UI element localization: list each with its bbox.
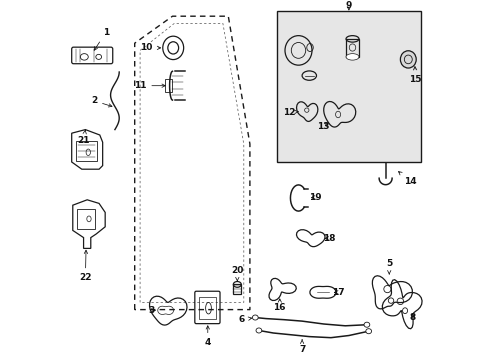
Text: 5: 5 [386,259,391,274]
Text: 19: 19 [309,193,322,202]
Text: 3: 3 [148,306,155,315]
Text: 18: 18 [323,234,335,243]
Text: 20: 20 [231,266,243,281]
Bar [165,79,172,92]
Text: 17: 17 [331,288,344,297]
Text: 7: 7 [298,340,305,354]
Text: 10: 10 [140,43,160,52]
Text: 1: 1 [94,28,109,50]
Bar [77,209,95,229]
Text: 14: 14 [398,172,416,186]
Text: 21: 21 [77,130,90,145]
Text: 9: 9 [345,1,351,10]
Text: 11: 11 [134,81,165,90]
Bar [276,11,420,162]
Ellipse shape [363,322,369,327]
Ellipse shape [365,329,371,334]
Text: 22: 22 [79,250,91,282]
Ellipse shape [252,315,258,320]
Ellipse shape [346,54,358,60]
Bar [233,284,241,294]
Ellipse shape [400,51,415,68]
Text: 12: 12 [283,108,298,117]
Text: 6: 6 [238,315,251,324]
Ellipse shape [256,328,261,333]
Bar [76,141,97,161]
Text: 13: 13 [316,122,328,131]
Text: 15: 15 [408,67,421,84]
Bar [346,39,358,57]
Text: 16: 16 [273,299,285,312]
Bar [199,297,215,319]
Text: 8: 8 [409,313,415,322]
Text: 4: 4 [204,326,210,347]
Text: 2: 2 [91,96,112,107]
